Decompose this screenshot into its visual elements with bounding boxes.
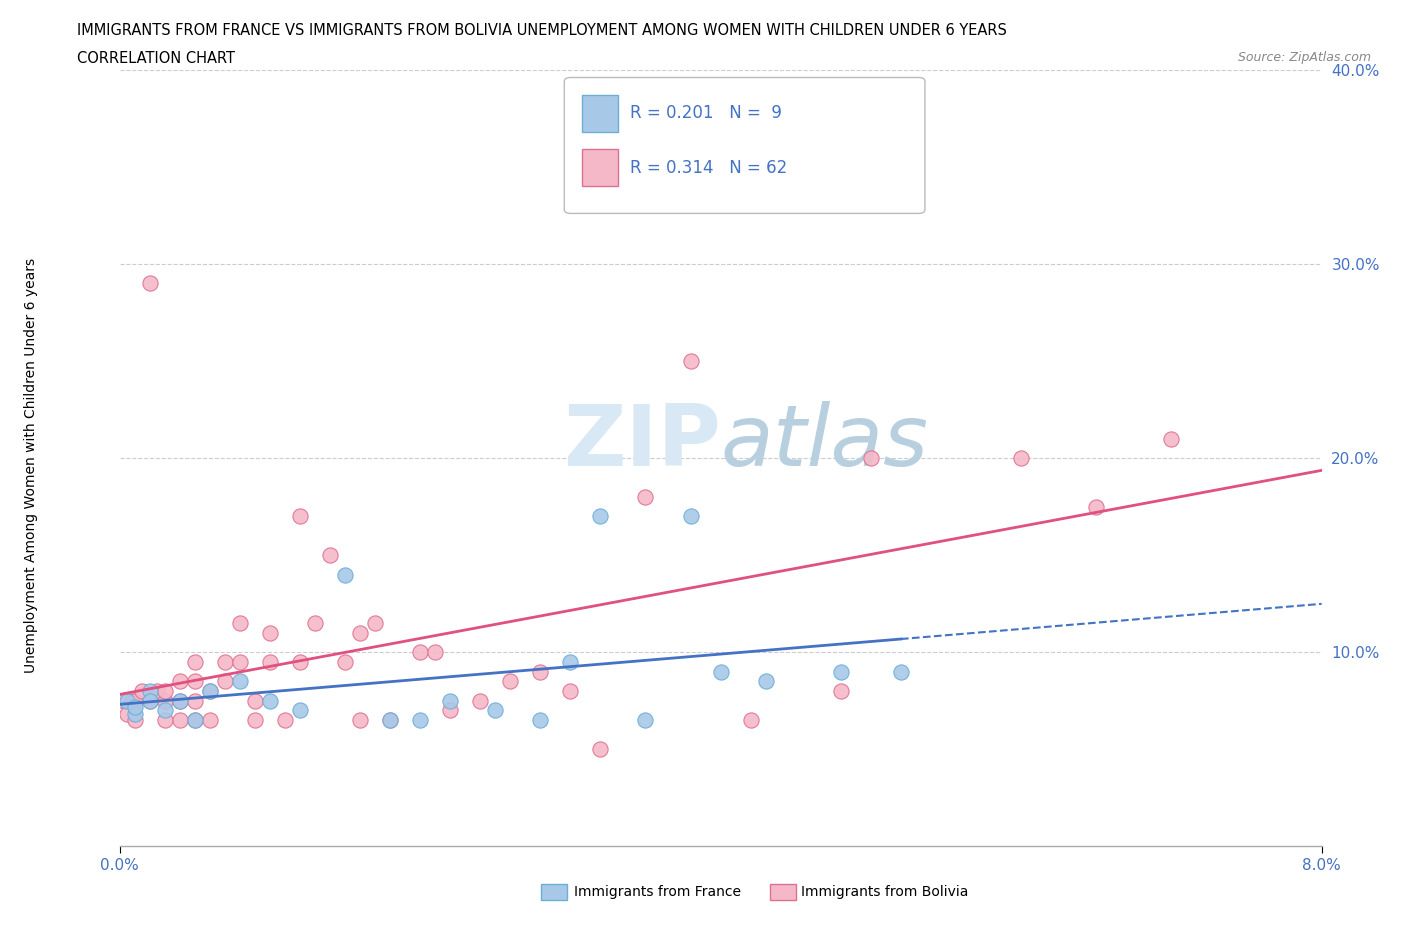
Point [890, 664, 912, 679]
FancyBboxPatch shape [564, 77, 925, 213]
Point [146, 684, 169, 698]
Text: ZIP: ZIP [562, 401, 720, 484]
Point [560, 655, 582, 670]
Point [259, 655, 281, 670]
Point [1160, 432, 1182, 446]
Point [859, 451, 882, 466]
Point [830, 664, 852, 679]
Point [138, 276, 160, 291]
Point [409, 712, 432, 727]
Point [228, 674, 252, 689]
Point [679, 353, 702, 368]
Point [169, 712, 191, 727]
Point [138, 684, 160, 698]
Point [349, 625, 371, 640]
Text: Source: ZipAtlas.com: Source: ZipAtlas.com [1237, 51, 1371, 64]
Point [288, 509, 311, 524]
Point [288, 655, 311, 670]
Point [183, 693, 205, 708]
Point [259, 693, 281, 708]
Point [378, 712, 401, 727]
Point [439, 693, 461, 708]
Point [169, 674, 191, 689]
Point [153, 684, 176, 698]
Point [364, 616, 387, 631]
Text: Immigrants from France: Immigrants from France [574, 884, 741, 899]
Text: CORRELATION CHART: CORRELATION CHART [77, 51, 235, 66]
Point [153, 693, 176, 708]
Point [153, 712, 176, 727]
Point [1085, 499, 1108, 514]
Point [124, 707, 146, 722]
Text: Unemployment Among Women with Children Under 6 years: Unemployment Among Women with Children U… [24, 258, 38, 672]
Point [121, 693, 143, 708]
Point [183, 674, 205, 689]
FancyBboxPatch shape [582, 95, 619, 132]
Point [740, 712, 762, 727]
Point [304, 616, 326, 631]
Point [243, 712, 266, 727]
Text: IMMIGRANTS FROM FRANCE VS IMMIGRANTS FROM BOLIVIA UNEMPLOYMENT AMONG WOMEN WITH : IMMIGRANTS FROM FRANCE VS IMMIGRANTS FRO… [77, 23, 1007, 38]
Point [183, 712, 205, 727]
Point [378, 712, 401, 727]
Point [1010, 451, 1032, 466]
Point [183, 712, 205, 727]
Point [131, 684, 153, 698]
Point [243, 693, 266, 708]
Point [274, 712, 297, 727]
Point [333, 655, 356, 670]
Point [333, 567, 356, 582]
Point [198, 684, 221, 698]
Point [124, 712, 146, 727]
Point [259, 625, 281, 640]
Point [499, 674, 522, 689]
Point [409, 644, 432, 659]
Point [529, 664, 551, 679]
Point [183, 655, 205, 670]
Point [439, 703, 461, 718]
Point [138, 693, 160, 708]
Point [228, 655, 252, 670]
Text: atlas: atlas [720, 401, 928, 484]
Point [124, 693, 146, 708]
Text: R = 0.314   N = 62: R = 0.314 N = 62 [630, 159, 787, 177]
Point [169, 693, 191, 708]
Point [529, 712, 551, 727]
Point [589, 509, 612, 524]
Point [124, 699, 146, 714]
Point [214, 655, 236, 670]
Point [112, 693, 135, 708]
Text: Immigrants from Bolivia: Immigrants from Bolivia [801, 884, 969, 899]
Point [115, 707, 138, 722]
Point [138, 693, 160, 708]
Point [214, 674, 236, 689]
Point [634, 712, 657, 727]
Point [484, 703, 506, 718]
Point [169, 693, 191, 708]
Point [709, 664, 731, 679]
FancyBboxPatch shape [582, 149, 619, 186]
Point [560, 684, 582, 698]
Point [589, 742, 612, 757]
Text: R = 0.201   N =  9: R = 0.201 N = 9 [630, 104, 782, 122]
Point [679, 509, 702, 524]
Point [830, 684, 852, 698]
Point [198, 684, 221, 698]
Point [198, 712, 221, 727]
Point [423, 644, 446, 659]
Point [153, 703, 176, 718]
Point [755, 674, 778, 689]
Point [319, 548, 342, 563]
Point [468, 693, 492, 708]
Point [349, 712, 371, 727]
Point [228, 616, 252, 631]
Point [634, 489, 657, 504]
Point [288, 703, 311, 718]
Point [115, 693, 138, 708]
